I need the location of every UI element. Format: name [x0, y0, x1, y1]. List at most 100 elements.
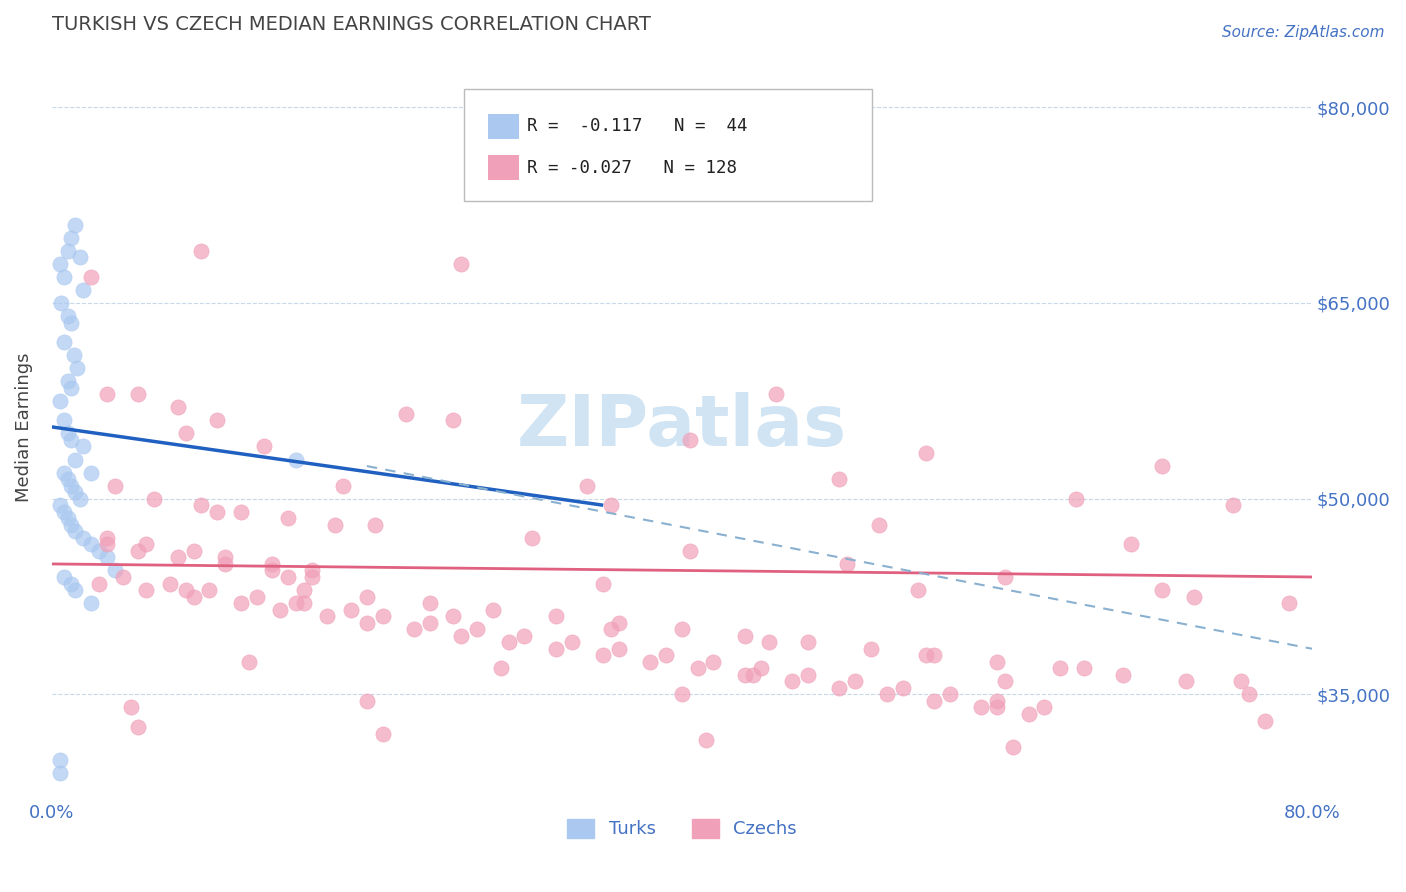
Point — [443, 609, 465, 624]
Point — [1033, 700, 1056, 714]
Point — [686, 661, 709, 675]
Point — [59, 230, 82, 244]
Point — [419, 596, 441, 610]
Point — [356, 615, 378, 630]
Text: R =  -0.117   N =  44: R = -0.117 N = 44 — [527, 118, 748, 136]
Point — [48, 498, 70, 512]
Point — [284, 452, 307, 467]
Point — [198, 582, 221, 597]
Point — [262, 564, 284, 578]
Point — [277, 570, 299, 584]
Point — [734, 668, 756, 682]
Point — [695, 733, 717, 747]
Point — [576, 478, 599, 492]
Point — [749, 661, 772, 675]
Text: R = -0.027   N = 128: R = -0.027 N = 128 — [527, 159, 737, 177]
Point — [498, 635, 520, 649]
Point — [592, 648, 614, 663]
Point — [127, 544, 149, 558]
Point — [269, 602, 291, 616]
Point — [143, 491, 166, 506]
Point — [183, 590, 205, 604]
Point — [245, 590, 267, 604]
Point — [53, 413, 76, 427]
Point — [56, 472, 79, 486]
Point — [262, 557, 284, 571]
Point — [844, 674, 866, 689]
Point — [828, 681, 851, 695]
Point — [59, 576, 82, 591]
Point — [640, 655, 662, 669]
Point — [859, 641, 882, 656]
Point — [1018, 706, 1040, 721]
Point — [907, 582, 929, 597]
Point — [1049, 661, 1071, 675]
Point — [316, 609, 339, 624]
Point — [59, 381, 82, 395]
Point — [986, 655, 1008, 669]
Point — [679, 433, 702, 447]
Point — [868, 517, 890, 532]
Point — [56, 309, 79, 323]
Point — [56, 426, 79, 441]
Point — [53, 466, 76, 480]
Point — [513, 629, 536, 643]
Point — [1230, 674, 1253, 689]
Point — [671, 622, 693, 636]
Point — [253, 440, 276, 454]
Point — [482, 602, 505, 616]
Point — [48, 393, 70, 408]
Point — [939, 688, 962, 702]
Point — [166, 401, 188, 415]
Point — [205, 413, 228, 427]
Point — [332, 478, 354, 492]
Point — [671, 688, 693, 702]
Point — [1237, 688, 1260, 702]
Point — [190, 498, 212, 512]
Point — [51, 296, 73, 310]
Point — [922, 648, 945, 663]
Point — [1175, 674, 1198, 689]
Point — [561, 635, 583, 649]
Point — [450, 629, 472, 643]
Point — [96, 387, 118, 401]
Point — [72, 531, 94, 545]
Point — [915, 446, 938, 460]
Point — [1112, 668, 1135, 682]
Point — [48, 753, 70, 767]
Point — [994, 570, 1017, 584]
Point — [205, 505, 228, 519]
Point — [679, 544, 702, 558]
Point — [59, 517, 82, 532]
Point — [797, 635, 820, 649]
Point — [1152, 582, 1174, 597]
Point — [48, 765, 70, 780]
Point — [53, 505, 76, 519]
Point — [127, 720, 149, 734]
Point — [59, 478, 82, 492]
Point — [59, 433, 82, 447]
Point — [340, 602, 363, 616]
Point — [544, 641, 567, 656]
Point — [356, 694, 378, 708]
Point — [1222, 498, 1244, 512]
Point — [1254, 714, 1277, 728]
Point — [489, 661, 512, 675]
Point — [104, 564, 127, 578]
Point — [292, 596, 315, 610]
Point — [127, 387, 149, 401]
Point — [238, 655, 260, 669]
Point — [986, 700, 1008, 714]
Point — [876, 688, 898, 702]
Point — [325, 517, 347, 532]
Point — [607, 641, 630, 656]
Point — [301, 570, 323, 584]
Point — [174, 582, 197, 597]
Point — [48, 257, 70, 271]
Text: ZIPatlas: ZIPatlas — [517, 392, 846, 461]
Point — [80, 537, 103, 551]
Point — [592, 576, 614, 591]
Point — [765, 387, 787, 401]
Point — [104, 478, 127, 492]
Point — [80, 269, 103, 284]
